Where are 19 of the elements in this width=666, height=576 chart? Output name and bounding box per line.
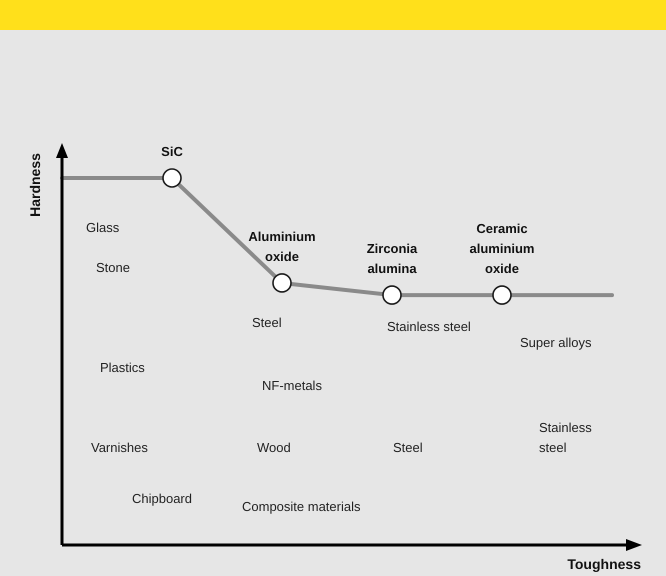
annotation: Chipboard <box>132 491 192 506</box>
annotation: Stone <box>96 260 130 275</box>
annotation: Stainless steel <box>387 319 471 334</box>
annotation: Glass <box>86 220 120 235</box>
annotation: Wood <box>257 440 291 455</box>
annotation: Steel <box>393 440 423 455</box>
x-tick-label: SiC <box>161 144 184 159</box>
x-axis-title: Toughness <box>567 556 642 572</box>
x-tick-label: Zirconia alumina <box>366 241 418 276</box>
x-tick-label: Aluminium oxide <box>248 228 316 264</box>
x-tick-label: Ceramic aluminium oxide <box>469 221 535 276</box>
annotation: NF-metals <box>262 378 322 393</box>
annotation: Varnishes <box>91 440 148 455</box>
y-axis-title: Hardness <box>27 152 43 217</box>
annotation: Composite materials <box>242 499 361 514</box>
annotation: Stainless steel <box>539 420 592 455</box>
annotation: Steel <box>252 315 282 330</box>
annotation: Super alloys <box>520 335 592 350</box>
annotation: Plastics <box>100 360 146 375</box>
